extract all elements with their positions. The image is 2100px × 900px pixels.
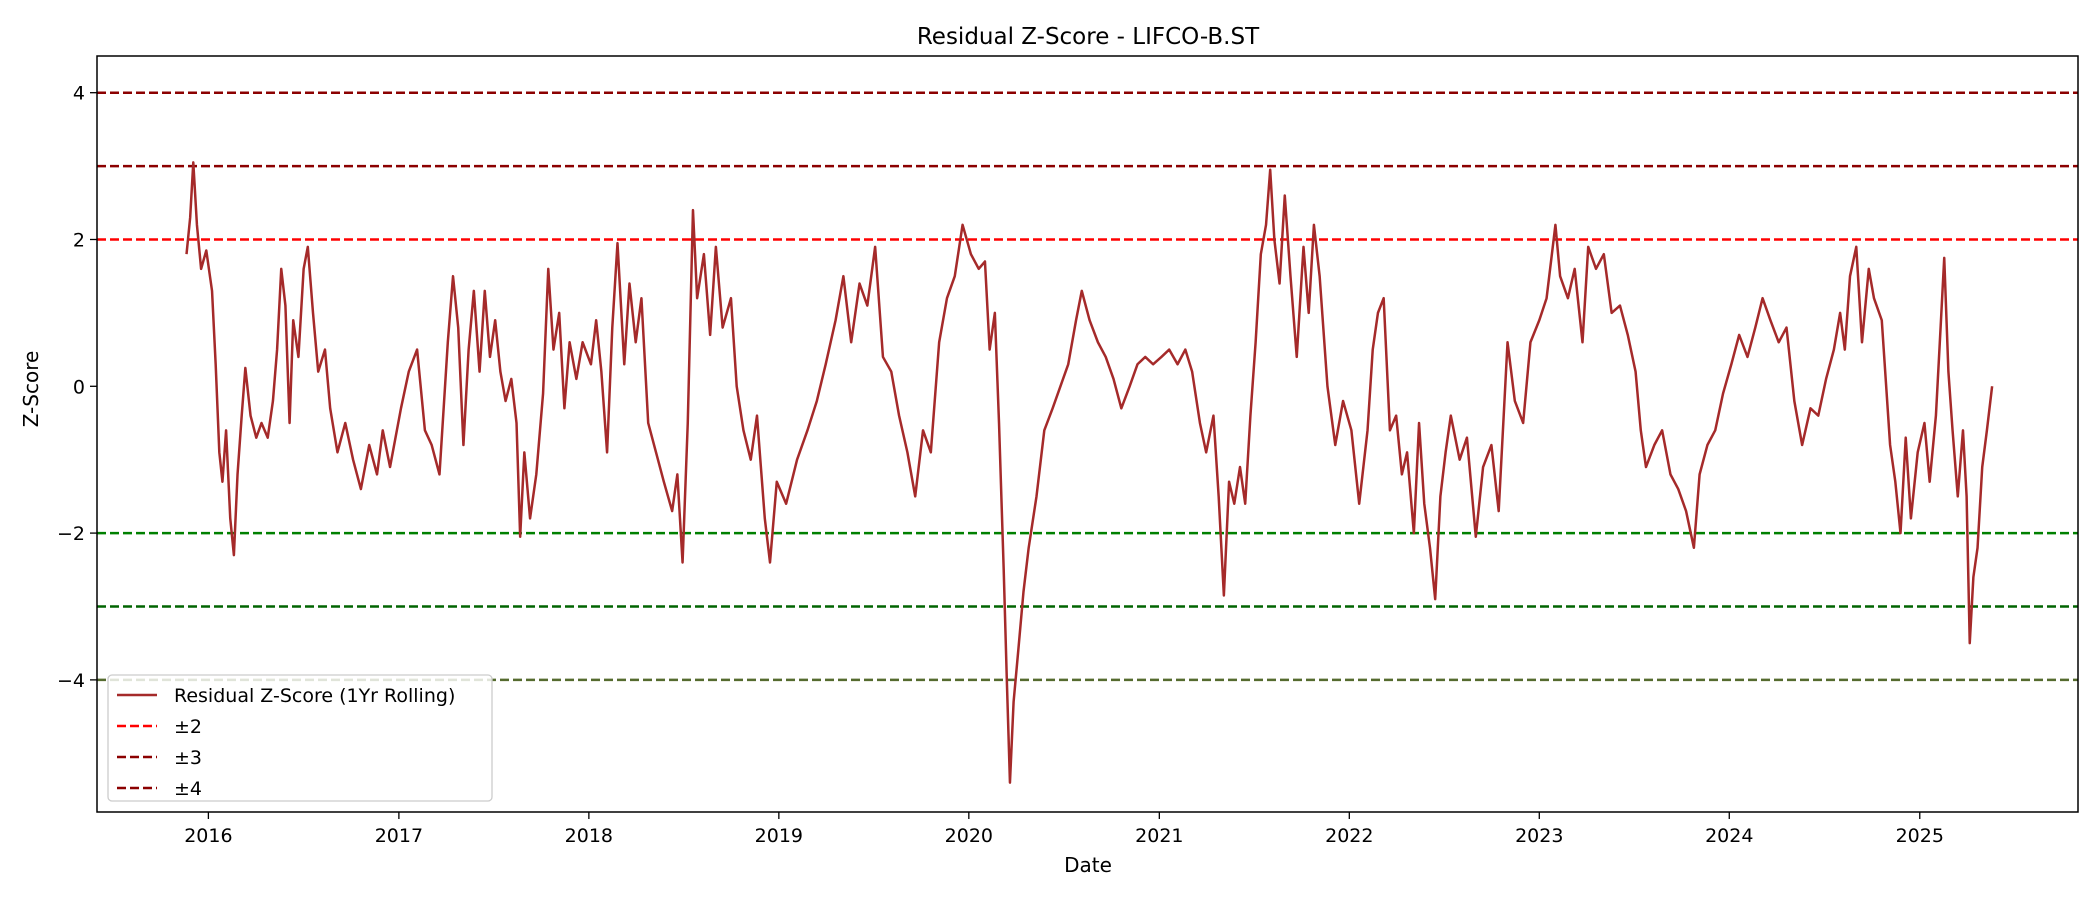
x-tick-label: 2022 bbox=[1325, 825, 1373, 847]
legend-box bbox=[107, 674, 493, 802]
y-axis-label: Z-Score bbox=[19, 351, 43, 428]
y-tick-label: −4 bbox=[57, 670, 85, 692]
y-tick-label: 4 bbox=[73, 83, 85, 105]
legend-label: ±4 bbox=[174, 778, 202, 800]
y-tick-label: 0 bbox=[73, 376, 85, 398]
y-tick-label: −2 bbox=[57, 523, 85, 545]
x-tick-label: 2023 bbox=[1515, 825, 1563, 847]
legend-label: ±2 bbox=[174, 716, 202, 738]
plot-area: 2016 2017 2018 2019 2020 2021 2022 2023 2024 2025… bbox=[57, 55, 2079, 847]
axes-frame bbox=[96, 55, 2079, 813]
x-tick-label: 2020 bbox=[945, 825, 993, 847]
series-line bbox=[185, 161, 1994, 784]
x-tick-label: 2021 bbox=[1135, 825, 1183, 847]
x-tick-label: 2017 bbox=[375, 825, 423, 847]
chart-title: Residual Z-Score - LIFCO-B.ST bbox=[917, 24, 1260, 50]
y-tick-label: 2 bbox=[73, 229, 85, 251]
x-axis-label: Date bbox=[1064, 853, 1112, 877]
x-tick-label: 2025 bbox=[1896, 825, 1944, 847]
x-tick-label: 2016 bbox=[184, 825, 232, 847]
x-tick-label: 2024 bbox=[1705, 825, 1753, 847]
legend-label: Residual Z-Score (1Yr Rolling) bbox=[174, 685, 455, 707]
x-tick-label: 2018 bbox=[565, 825, 613, 847]
legend-label: ±3 bbox=[174, 747, 202, 769]
x-tick-label: 2019 bbox=[755, 825, 803, 847]
